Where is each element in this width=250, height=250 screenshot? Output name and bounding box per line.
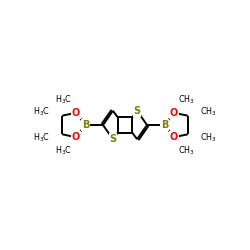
Text: B: B [161,120,168,130]
Text: O: O [170,132,178,142]
Text: S: S [109,134,116,144]
Text: O: O [72,108,80,118]
Text: H$_3$C: H$_3$C [33,106,50,118]
Text: S: S [134,106,141,116]
Text: H$_3$C: H$_3$C [33,132,50,144]
Text: O: O [72,132,80,142]
Text: B: B [82,120,89,130]
Text: H$_3$C: H$_3$C [55,144,72,156]
Text: CH$_3$: CH$_3$ [178,144,195,156]
Text: H$_3$C: H$_3$C [55,94,72,106]
Text: CH$_3$: CH$_3$ [200,132,216,144]
Text: CH$_3$: CH$_3$ [178,94,195,106]
Text: O: O [170,108,178,118]
Text: CH$_3$: CH$_3$ [200,106,216,118]
